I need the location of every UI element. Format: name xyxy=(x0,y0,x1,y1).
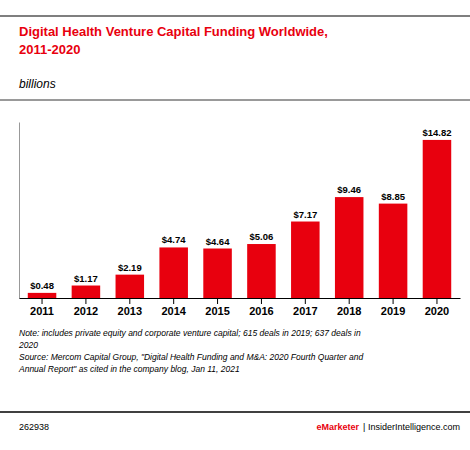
footer-id: 262938 xyxy=(19,422,49,432)
footer-rule xyxy=(0,411,470,413)
y-axis xyxy=(19,123,20,299)
x-tick-label: 2011 xyxy=(30,305,54,317)
x-tick-group: 2018 xyxy=(337,298,361,317)
x-tick xyxy=(173,298,174,304)
bar xyxy=(203,249,232,298)
bars xyxy=(28,140,451,298)
x-tick xyxy=(261,298,262,304)
x-tick xyxy=(129,298,130,304)
bar xyxy=(247,244,276,298)
bar xyxy=(423,140,452,298)
x-tick-label: 2020 xyxy=(425,305,449,317)
x-tick-group: 2017 xyxy=(293,298,317,317)
data-label: $2.19 xyxy=(118,262,142,273)
x-tick-group: 2015 xyxy=(205,298,229,317)
data-label: $8.85 xyxy=(381,191,405,202)
footer-brand: eMarketer xyxy=(317,422,360,432)
x-tick-label: 2014 xyxy=(161,305,186,317)
x-tick-label: 2013 xyxy=(118,305,142,317)
x-tick xyxy=(305,298,306,304)
x-tick xyxy=(42,298,43,304)
subtitle: billions xyxy=(19,77,56,91)
x-tick-group: 2011 xyxy=(30,298,54,317)
x-tick-group: 2012 xyxy=(74,298,98,317)
data-labels: $0.48 $1.17 $2.19 $4.74 $4.64 $5.06 $7.17 $9.46… xyxy=(30,127,451,291)
x-tick-label: 2019 xyxy=(381,305,405,317)
top-rule xyxy=(0,15,470,16)
footer-site: | InsiderIntelligence.com xyxy=(363,422,460,432)
x-tick-group: 2020 xyxy=(425,298,449,317)
subtitle-rule xyxy=(0,100,470,101)
x-tick-group: 2014 xyxy=(161,298,186,317)
x-tick-label: 2017 xyxy=(293,305,317,317)
x-tick-group: 2016 xyxy=(249,298,273,317)
title: Digital Health Venture Capital Funding W… xyxy=(19,24,328,57)
bar xyxy=(28,293,57,298)
data-label: $5.06 xyxy=(250,231,274,242)
data-label: $4.74 xyxy=(162,234,186,245)
data-label: $7.17 xyxy=(293,209,317,220)
x-tick-label: 2016 xyxy=(249,305,273,317)
data-label: $4.64 xyxy=(206,236,230,247)
data-label: $1.17 xyxy=(74,273,98,284)
data-label: $0.48 xyxy=(30,280,54,291)
bar xyxy=(291,222,320,298)
x-tick xyxy=(217,298,218,304)
note: Note: includes private equity and corpor… xyxy=(18,328,363,374)
bar xyxy=(72,286,101,298)
x-tick-group: 2013 xyxy=(118,298,142,317)
x-tick xyxy=(349,298,350,304)
bar xyxy=(159,247,188,298)
x-tick xyxy=(85,298,86,304)
bar xyxy=(116,275,145,298)
x-tick xyxy=(436,298,437,304)
y-axis-line xyxy=(19,123,20,299)
x-tick-group: 2019 xyxy=(381,298,405,317)
chart: Digital Health Venture Capital Funding W… xyxy=(0,0,470,450)
bar xyxy=(335,197,364,298)
x-tick-label: 2015 xyxy=(205,305,229,317)
x-tick-label: 2018 xyxy=(337,305,361,317)
x-axis: 2011 2012 2013 2014 2015 2016 2017 2018 2019 2020 xyxy=(20,298,461,317)
bar xyxy=(379,204,408,298)
data-label: $14.82 xyxy=(422,127,451,138)
x-tick-label: 2012 xyxy=(74,305,98,317)
data-label: $9.46 xyxy=(337,184,361,195)
x-tick xyxy=(393,298,394,304)
